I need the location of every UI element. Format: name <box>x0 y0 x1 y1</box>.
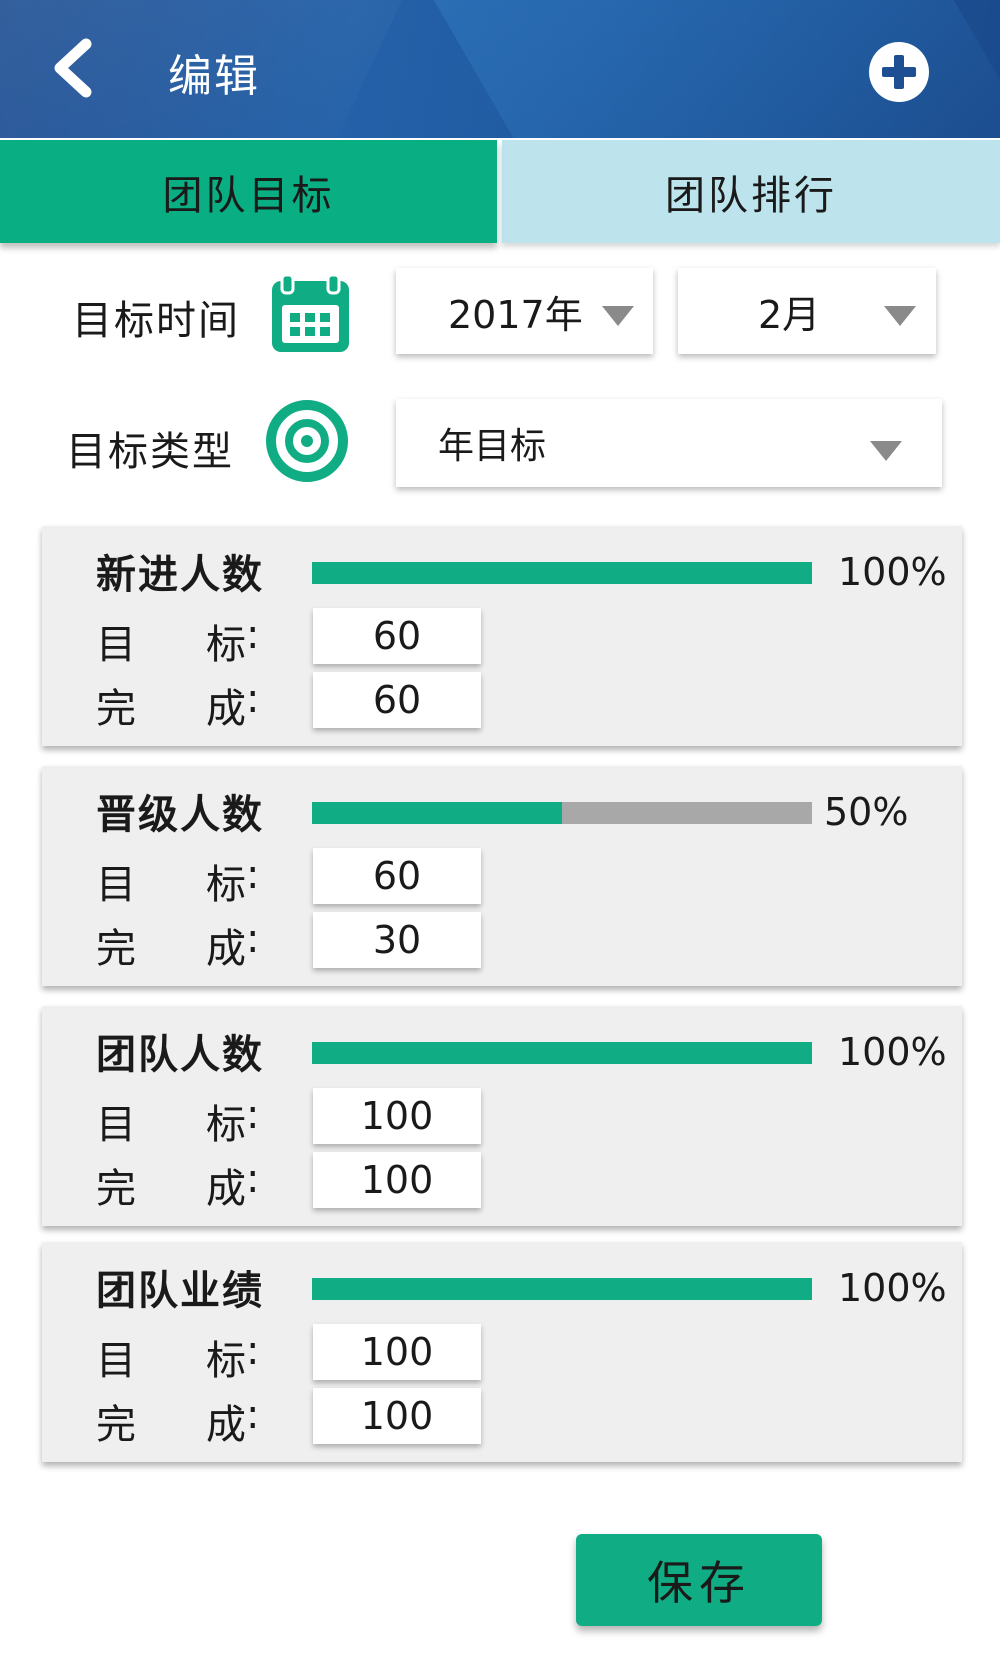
metric-card-team-size: 团队人数 100% 目标: 100 完成: 100 <box>42 1006 962 1226</box>
progress-bar-fill <box>312 802 562 824</box>
app-header: 编辑 <box>0 0 1000 138</box>
tab-team-ranking[interactable]: 团队排行 <box>502 140 1000 243</box>
target-value-field[interactable]: 100 <box>313 1088 481 1144</box>
progress-percent: 50% <box>824 790 909 834</box>
progress-bar <box>312 1278 812 1300</box>
progress-bar <box>312 802 812 824</box>
metric-title: 团队人数 <box>96 1032 264 1078</box>
goal-type-value: 年目标 <box>438 426 547 467</box>
target-icon <box>266 400 348 482</box>
target-label: 目标: <box>96 852 260 908</box>
progress-bar-fill <box>312 1278 812 1300</box>
metric-card-promotions: 晋级人数 50% 目标: 60 完成: 30 <box>42 766 962 986</box>
done-value-field[interactable]: 100 <box>313 1152 481 1208</box>
page-title: 编辑 <box>168 51 260 102</box>
year-value: 2017年 <box>448 292 583 337</box>
year-select[interactable]: 2017年 <box>396 268 653 354</box>
done-value-field[interactable]: 100 <box>313 1388 481 1444</box>
target-label: 目标: <box>96 1328 260 1384</box>
back-chevron-icon[interactable] <box>48 38 98 98</box>
progress-percent: 100% <box>838 1266 947 1310</box>
done-label: 完成: <box>96 1156 260 1212</box>
progress-percent: 100% <box>838 1030 947 1074</box>
target-value-field[interactable]: 60 <box>313 608 481 664</box>
progress-bar-fill <box>312 562 812 584</box>
done-label: 完成: <box>96 1392 260 1448</box>
target-value-field[interactable]: 60 <box>313 848 481 904</box>
goal-type-select[interactable]: 年目标 <box>396 399 942 487</box>
metric-title: 新进人数 <box>96 552 264 598</box>
month-value: 2月 <box>758 292 821 337</box>
target-label: 目标: <box>96 1092 260 1148</box>
tab-bar: 团队目标 团队排行 <box>0 140 1000 243</box>
target-value-field[interactable]: 100 <box>313 1324 481 1380</box>
tab-team-goal[interactable]: 团队目标 <box>0 140 497 243</box>
year-dropdown-caret-icon <box>602 306 634 326</box>
done-label: 完成: <box>96 916 260 972</box>
done-value-field[interactable]: 30 <box>313 912 481 968</box>
metric-card-new-members: 新进人数 100% 目标: 60 完成: 60 <box>42 526 962 746</box>
month-select[interactable]: 2月 <box>678 268 936 354</box>
progress-bar <box>312 562 812 584</box>
goal-type-label: 目标类型 <box>66 429 234 475</box>
metric-card-team-performance: 团队业绩 100% 目标: 100 完成: 100 <box>42 1242 962 1462</box>
calendar-icon[interactable] <box>272 275 349 352</box>
save-button[interactable]: 保存 <box>576 1534 822 1626</box>
goal-type-dropdown-caret-icon <box>870 441 902 461</box>
metric-title: 晋级人数 <box>96 792 264 838</box>
metric-title: 团队业绩 <box>96 1268 264 1314</box>
goal-time-label: 目标时间 <box>72 298 240 344</box>
target-label: 目标: <box>96 612 260 668</box>
done-value-field[interactable]: 60 <box>313 672 481 728</box>
done-label: 完成: <box>96 676 260 732</box>
month-dropdown-caret-icon <box>884 306 916 326</box>
add-icon[interactable] <box>868 41 930 103</box>
progress-bar <box>312 1042 812 1064</box>
progress-bar-fill <box>312 1042 812 1064</box>
progress-percent: 100% <box>838 550 947 594</box>
